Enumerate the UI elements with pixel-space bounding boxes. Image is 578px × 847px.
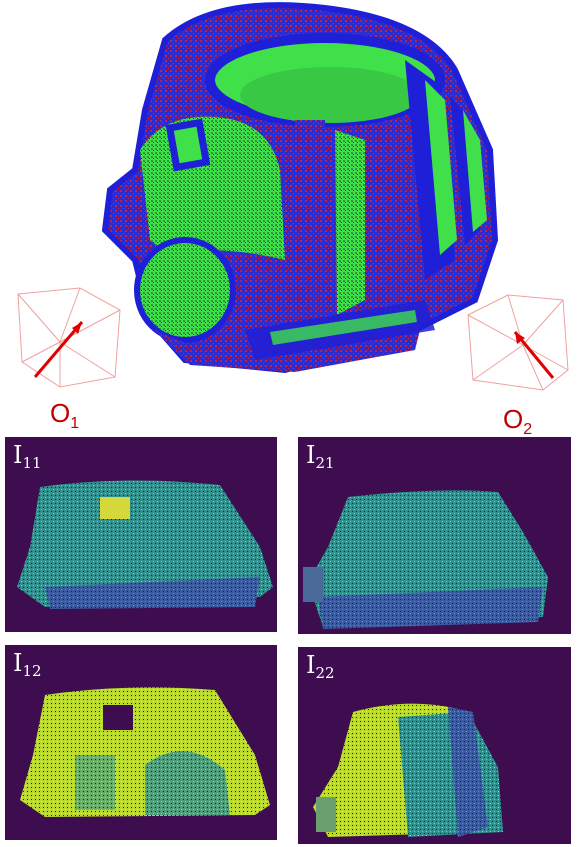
orientation-cube-2 (463, 290, 573, 395)
mesh-model-view (95, 0, 505, 390)
panel-label-i12: I12 (13, 649, 42, 680)
panel-label-i21: I21 (306, 441, 335, 472)
panel-label-i11: I11 (13, 441, 42, 472)
projection-panel-i22: I22 (298, 647, 571, 844)
projection-panel-i21: I21 (298, 437, 571, 634)
projection-panel-i12: I12 (5, 645, 277, 840)
mesh-model-image (101, 2, 499, 374)
projection-image-i22 (313, 703, 503, 837)
orientation-label-1: O1 (50, 398, 80, 432)
projection-image-i11 (17, 480, 273, 609)
projection-image-i21 (303, 490, 548, 629)
projection-image-i12 (20, 687, 270, 817)
orientation-arrow-1 (33, 321, 84, 378)
orientation-cube-1 (10, 282, 125, 392)
panel-label-i22: I22 (306, 651, 335, 682)
orientation-label-2: O2 (503, 404, 533, 438)
projection-panel-i11: I11 (5, 437, 277, 632)
